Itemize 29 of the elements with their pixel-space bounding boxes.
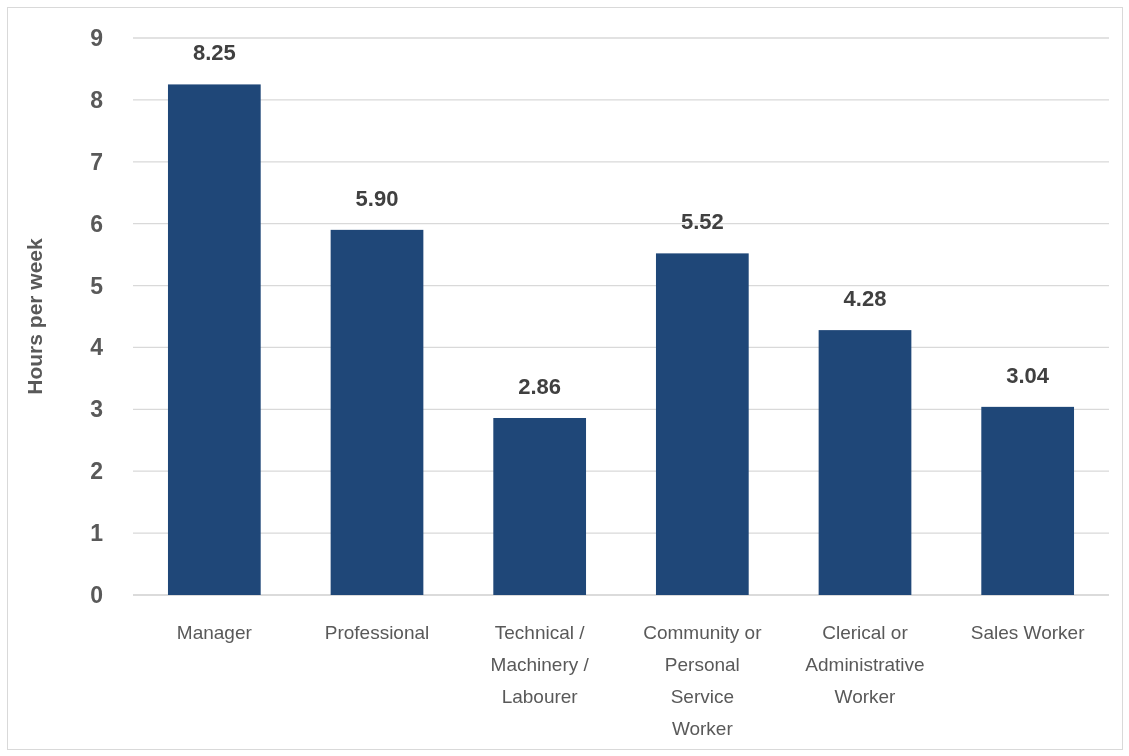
bar (493, 418, 587, 595)
x-tick-label: Professional (324, 622, 430, 643)
y-tick-label: 5 (90, 272, 104, 299)
y-tick-label: 6 (90, 210, 103, 237)
data-label: 5.90 (355, 185, 399, 211)
x-tick-label: Community or Personal Service Worker (643, 622, 763, 739)
bar (655, 253, 749, 595)
y-tick-label: 2 (90, 458, 103, 485)
y-tick-label: 9 (90, 25, 103, 52)
x-tick-label: Sales Worker (970, 622, 1086, 643)
bar (981, 406, 1075, 595)
x-tick-label: Technical / Machinery / Labourer (490, 622, 590, 707)
y-tick-label: 8 (90, 86, 104, 113)
data-label: 2.86 (518, 374, 562, 399)
bar (167, 84, 261, 595)
y-tick-label: 3 (90, 396, 103, 423)
data-label: 8.25 (192, 40, 236, 66)
data-label: 4.28 (843, 286, 887, 312)
y-tick-label: 0 (90, 582, 103, 609)
bar (330, 229, 424, 595)
x-tick-label: Clerical or Administrative Worker (805, 622, 925, 707)
data-label: 3.04 (1006, 362, 1050, 388)
data-label: 5.52 (680, 209, 724, 235)
bar (818, 330, 912, 595)
y-tick-label: 1 (90, 520, 104, 547)
y-axis-title: Hours per week (23, 237, 46, 395)
x-tick-label: Manager (176, 622, 253, 643)
y-tick-label: 7 (90, 148, 103, 175)
y-tick-label: 4 (90, 334, 104, 361)
